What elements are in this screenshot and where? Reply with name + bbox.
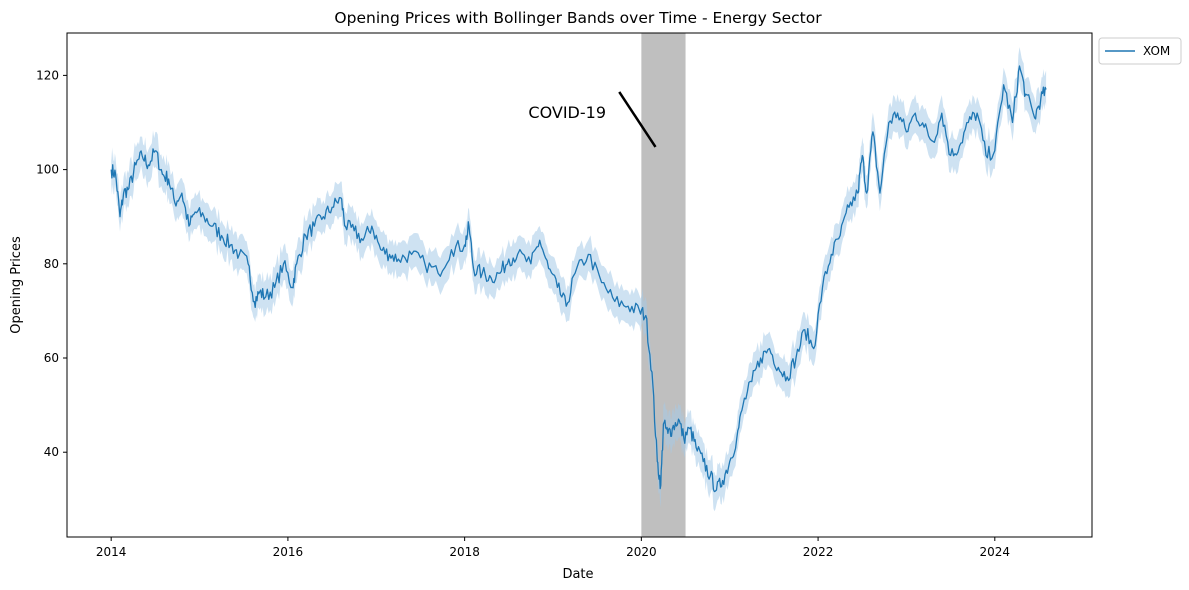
legend-label-xom: XOM — [1143, 44, 1170, 58]
x-tick-label: 2020 — [626, 545, 657, 559]
covid-shaded-region — [641, 33, 686, 537]
annotation-arrow — [618, 91, 657, 148]
y-tick-label: 40 — [44, 445, 59, 459]
annotation-text: COVID-19 — [528, 103, 606, 122]
chart-title: Opening Prices with Bollinger Bands over… — [334, 9, 822, 27]
x-tick-label: 2018 — [449, 545, 480, 559]
x-axis: 2014 2016 2018 2020 2022 2024 — [96, 537, 1010, 559]
plot-area: COVID-19 — [66, 32, 1093, 538]
y-axis: 40 60 80 100 120 — [36, 68, 67, 459]
x-axis-label: Date — [562, 567, 593, 582]
x-tick-label: 2016 — [273, 545, 304, 559]
x-tick-label: 2014 — [96, 545, 127, 559]
legend: XOM — [1098, 37, 1182, 65]
y-tick-label: 80 — [44, 257, 59, 271]
series-line-xom — [110, 65, 1047, 493]
y-tick-label: 100 — [36, 163, 59, 177]
y-axis-label: Opening Prices — [9, 236, 24, 334]
price-line-layer — [110, 65, 1047, 493]
y-tick-label: 120 — [36, 68, 59, 82]
shaded-region-rect — [641, 33, 686, 537]
x-tick-label: 2022 — [803, 545, 834, 559]
plot-frame — [66, 32, 1093, 538]
legend-box — [1098, 37, 1182, 65]
covid-annotation: COVID-19 — [528, 91, 657, 148]
x-tick-label: 2024 — [980, 545, 1011, 559]
y-tick-label: 60 — [44, 351, 59, 365]
